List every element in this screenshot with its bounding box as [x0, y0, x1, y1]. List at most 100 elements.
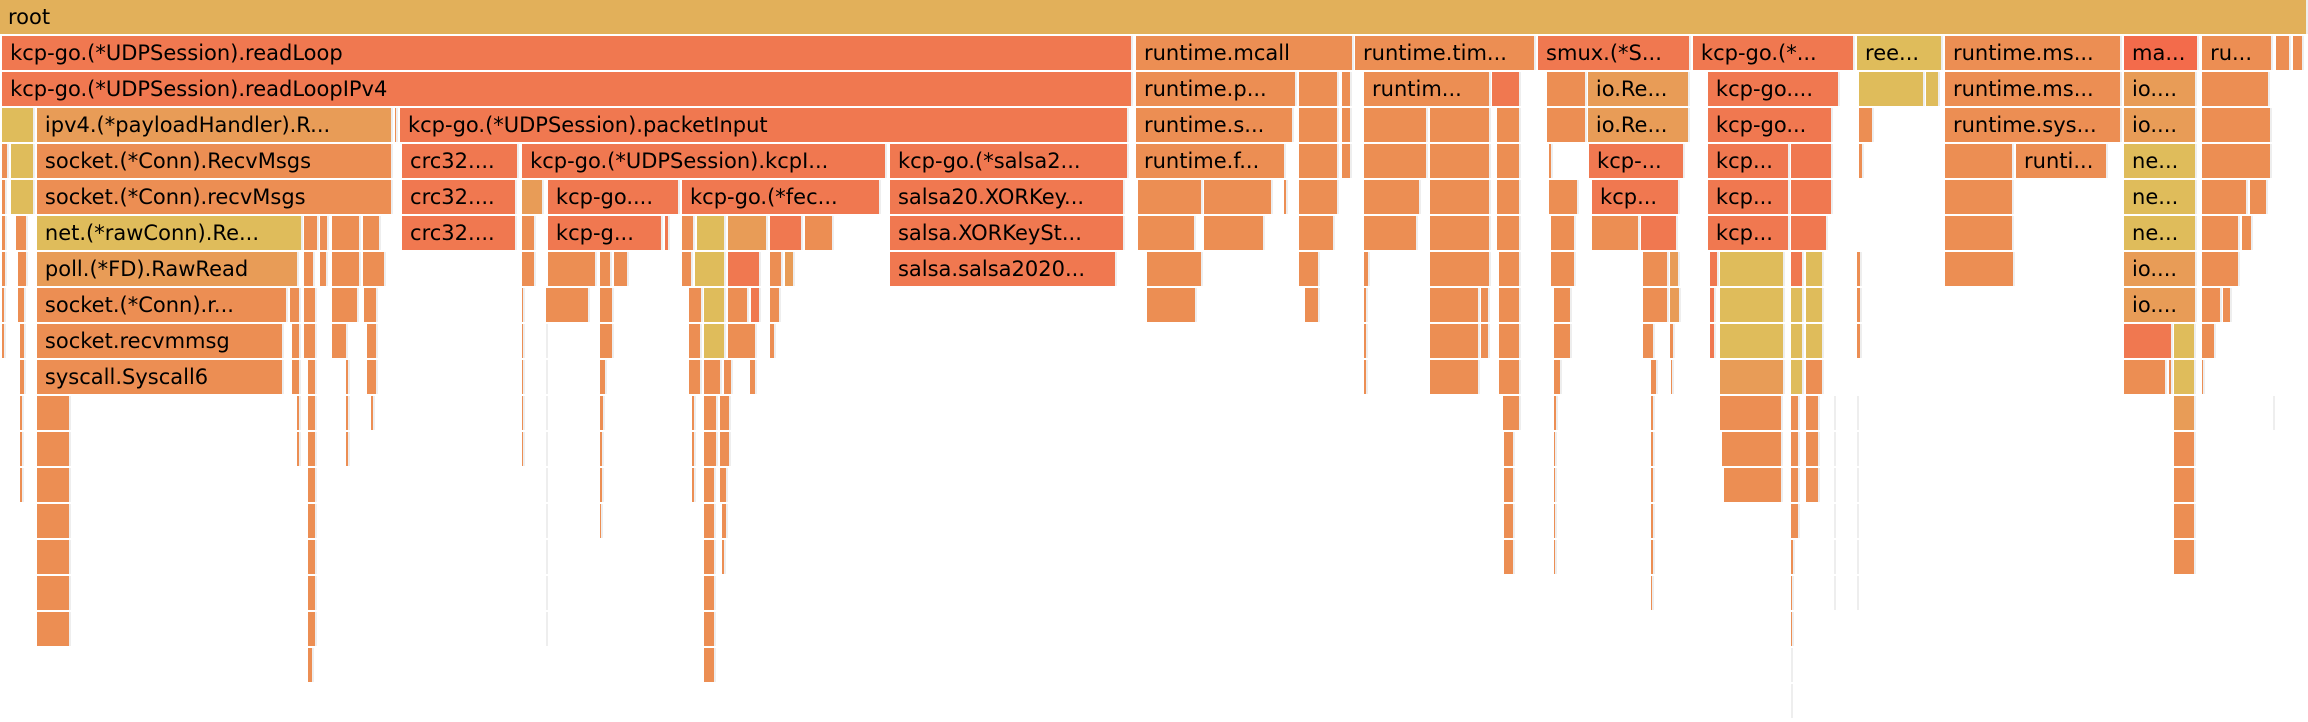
flame-frame[interactable]: [1791, 360, 1804, 394]
flame-frame[interactable]: [36, 612, 71, 646]
flame-frame[interactable]: [363, 252, 387, 286]
flame-frame[interactable]: [769, 216, 803, 250]
flame-frame[interactable]: [2174, 468, 2197, 502]
flame-frame[interactable]: [2, 108, 36, 142]
flame-frame[interactable]: [15, 216, 28, 250]
flame-frame[interactable]: io....: [2124, 72, 2197, 106]
flame-frame[interactable]: [664, 216, 670, 250]
flame-frame[interactable]: kcp-g...: [547, 216, 663, 250]
flame-frame[interactable]: [727, 216, 768, 250]
flame-frame[interactable]: [1499, 252, 1521, 286]
flame-frame[interactable]: [2174, 540, 2197, 574]
flame-frame[interactable]: [366, 324, 379, 358]
flame-frame[interactable]: [522, 396, 526, 430]
flame-frame[interactable]: [2202, 252, 2241, 286]
flame-frame[interactable]: [363, 288, 379, 322]
flame-frame[interactable]: [1298, 72, 1339, 106]
flame-frame[interactable]: ne...: [2124, 144, 2197, 178]
flame-frame[interactable]: [290, 288, 302, 322]
flame-frame[interactable]: [703, 648, 716, 682]
flame-frame[interactable]: [1553, 504, 1557, 538]
flame-frame[interactable]: [1553, 432, 1557, 466]
flame-frame[interactable]: [1806, 468, 1821, 502]
flame-frame[interactable]: [1791, 324, 1804, 358]
flame-frame[interactable]: [691, 432, 696, 466]
flame-frame[interactable]: kcp-go.(*UDPSession).packetInput: [399, 108, 1130, 142]
flame-frame[interactable]: [1430, 216, 1491, 250]
flame-frame[interactable]: [1298, 180, 1339, 214]
flame-frame[interactable]: [805, 216, 835, 250]
flame-frame[interactable]: ipv4.(*payloadHandler).R...: [36, 108, 393, 142]
flame-frame[interactable]: [688, 324, 702, 358]
flame-frame[interactable]: [1709, 324, 1716, 358]
flame-frame[interactable]: kcp...: [1707, 216, 1790, 250]
flame-frame[interactable]: [2275, 36, 2291, 70]
flame-frame[interactable]: [1670, 324, 1676, 358]
flame-frame[interactable]: [1304, 288, 1320, 322]
flame-frame[interactable]: [522, 216, 537, 250]
flame-frame[interactable]: [1857, 432, 1860, 466]
flame-frame[interactable]: [2241, 216, 2254, 250]
flame-frame[interactable]: [1944, 180, 2014, 214]
flame-frame[interactable]: [303, 288, 317, 322]
flame-frame[interactable]: [703, 396, 719, 430]
flame-frame[interactable]: [308, 468, 318, 502]
flame-frame[interactable]: [720, 468, 729, 502]
flame-frame[interactable]: [1834, 540, 1837, 574]
flame-frame[interactable]: [2124, 360, 2167, 394]
flame-frame[interactable]: salsa.salsa2020...: [889, 252, 1118, 286]
flame-frame[interactable]: [1298, 108, 1339, 142]
flame-frame[interactable]: [1430, 144, 1491, 178]
flame-frame[interactable]: [345, 396, 350, 430]
flame-frame[interactable]: [1719, 360, 1785, 394]
flame-frame[interactable]: [2272, 396, 2275, 430]
flame-frame[interactable]: [703, 612, 716, 646]
flame-frame[interactable]: [1503, 468, 1515, 502]
flame-frame[interactable]: [546, 396, 549, 430]
flame-frame[interactable]: [331, 324, 348, 358]
flame-frame[interactable]: [703, 468, 716, 502]
flame-frame[interactable]: [546, 612, 549, 646]
flame-frame[interactable]: [724, 360, 734, 394]
flame-frame[interactable]: [303, 324, 317, 358]
flame-frame[interactable]: crc32....: [402, 180, 517, 214]
flame-frame[interactable]: [1791, 180, 1833, 214]
flame-frame[interactable]: ne...: [2124, 216, 2197, 250]
flame-frame[interactable]: [1650, 540, 1655, 574]
flame-frame[interactable]: [1496, 144, 1521, 178]
flame-frame[interactable]: [1643, 324, 1656, 358]
flame-frame[interactable]: runtime.sys...: [1944, 108, 2122, 142]
flame-frame[interactable]: [2, 216, 8, 250]
flame-frame[interactable]: crc32....: [402, 144, 520, 178]
flame-frame[interactable]: [2202, 72, 2271, 106]
flame-frame[interactable]: [703, 576, 716, 610]
flame-frame[interactable]: [1791, 684, 1794, 718]
flame-frame[interactable]: [1857, 252, 1863, 286]
flame-frame[interactable]: [613, 252, 629, 286]
flame-frame[interactable]: ne...: [2124, 180, 2197, 214]
flame-frame[interactable]: [1857, 504, 1860, 538]
flame-frame[interactable]: [750, 360, 758, 394]
flame-frame[interactable]: kcp-go.(*UDPSession).readLoopIPv4: [2, 72, 1133, 106]
flame-frame[interactable]: [18, 252, 28, 286]
flame-frame[interactable]: [703, 288, 726, 322]
flame-frame[interactable]: [1859, 108, 1875, 142]
flame-frame[interactable]: [2, 252, 8, 286]
flame-frame[interactable]: [1550, 216, 1576, 250]
flame-frame[interactable]: [751, 288, 761, 322]
flame-frame[interactable]: syscall.Syscall6: [36, 360, 284, 394]
flame-frame[interactable]: [703, 432, 719, 466]
flame-frame[interactable]: [546, 576, 549, 610]
flame-frame[interactable]: [1857, 288, 1863, 322]
flame-frame[interactable]: [546, 360, 549, 394]
flame-frame[interactable]: [600, 360, 607, 394]
flame-frame[interactable]: [18, 288, 27, 322]
flame-frame[interactable]: [2174, 396, 2197, 430]
flame-frame[interactable]: salsa.XORKeySt...: [889, 216, 1125, 250]
flame-frame[interactable]: socket.(*Conn).recvMsgs: [36, 180, 393, 214]
flame-frame[interactable]: [1791, 288, 1804, 322]
flame-frame[interactable]: [600, 288, 615, 322]
flame-frame[interactable]: [1549, 180, 1580, 214]
flame-frame[interactable]: [1553, 360, 1563, 394]
flame-frame[interactable]: [720, 432, 732, 466]
